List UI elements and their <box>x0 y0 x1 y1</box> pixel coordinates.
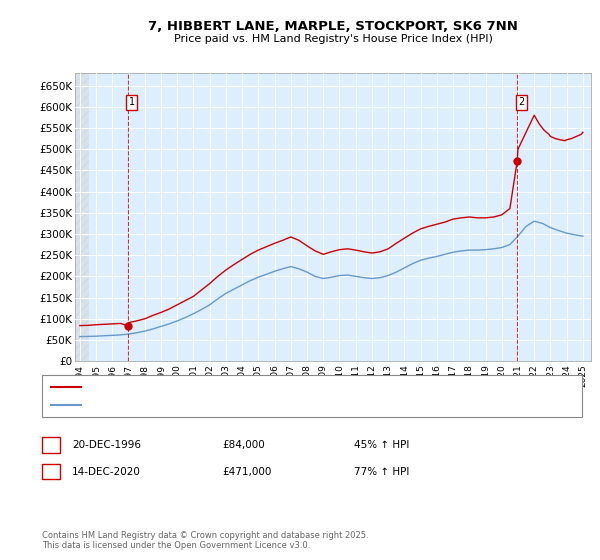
Text: Price paid vs. HM Land Registry's House Price Index (HPI): Price paid vs. HM Land Registry's House … <box>173 34 493 44</box>
Text: 2: 2 <box>518 97 524 108</box>
Text: 7, HIBBERT LANE, MARPLE, STOCKPORT, SK6 7NN: 7, HIBBERT LANE, MARPLE, STOCKPORT, SK6 … <box>148 20 518 34</box>
Text: 1: 1 <box>129 97 135 108</box>
Text: 7, HIBBERT LANE, MARPLE, STOCKPORT, SK6 7NN (semi-detached house): 7, HIBBERT LANE, MARPLE, STOCKPORT, SK6 … <box>87 382 446 392</box>
Text: 20-DEC-1996: 20-DEC-1996 <box>72 440 141 450</box>
Text: 77% ↑ HPI: 77% ↑ HPI <box>354 466 409 477</box>
Text: £84,000: £84,000 <box>222 440 265 450</box>
Text: Contains HM Land Registry data © Crown copyright and database right 2025.
This d: Contains HM Land Registry data © Crown c… <box>42 530 368 550</box>
Bar <box>75 73 89 361</box>
Text: 2: 2 <box>47 466 55 477</box>
Text: HPI: Average price, semi-detached house, Stockport: HPI: Average price, semi-detached house,… <box>87 400 341 410</box>
Text: 45% ↑ HPI: 45% ↑ HPI <box>354 440 409 450</box>
Text: 1: 1 <box>47 440 55 450</box>
Text: 14-DEC-2020: 14-DEC-2020 <box>72 466 141 477</box>
Text: £471,000: £471,000 <box>222 466 271 477</box>
